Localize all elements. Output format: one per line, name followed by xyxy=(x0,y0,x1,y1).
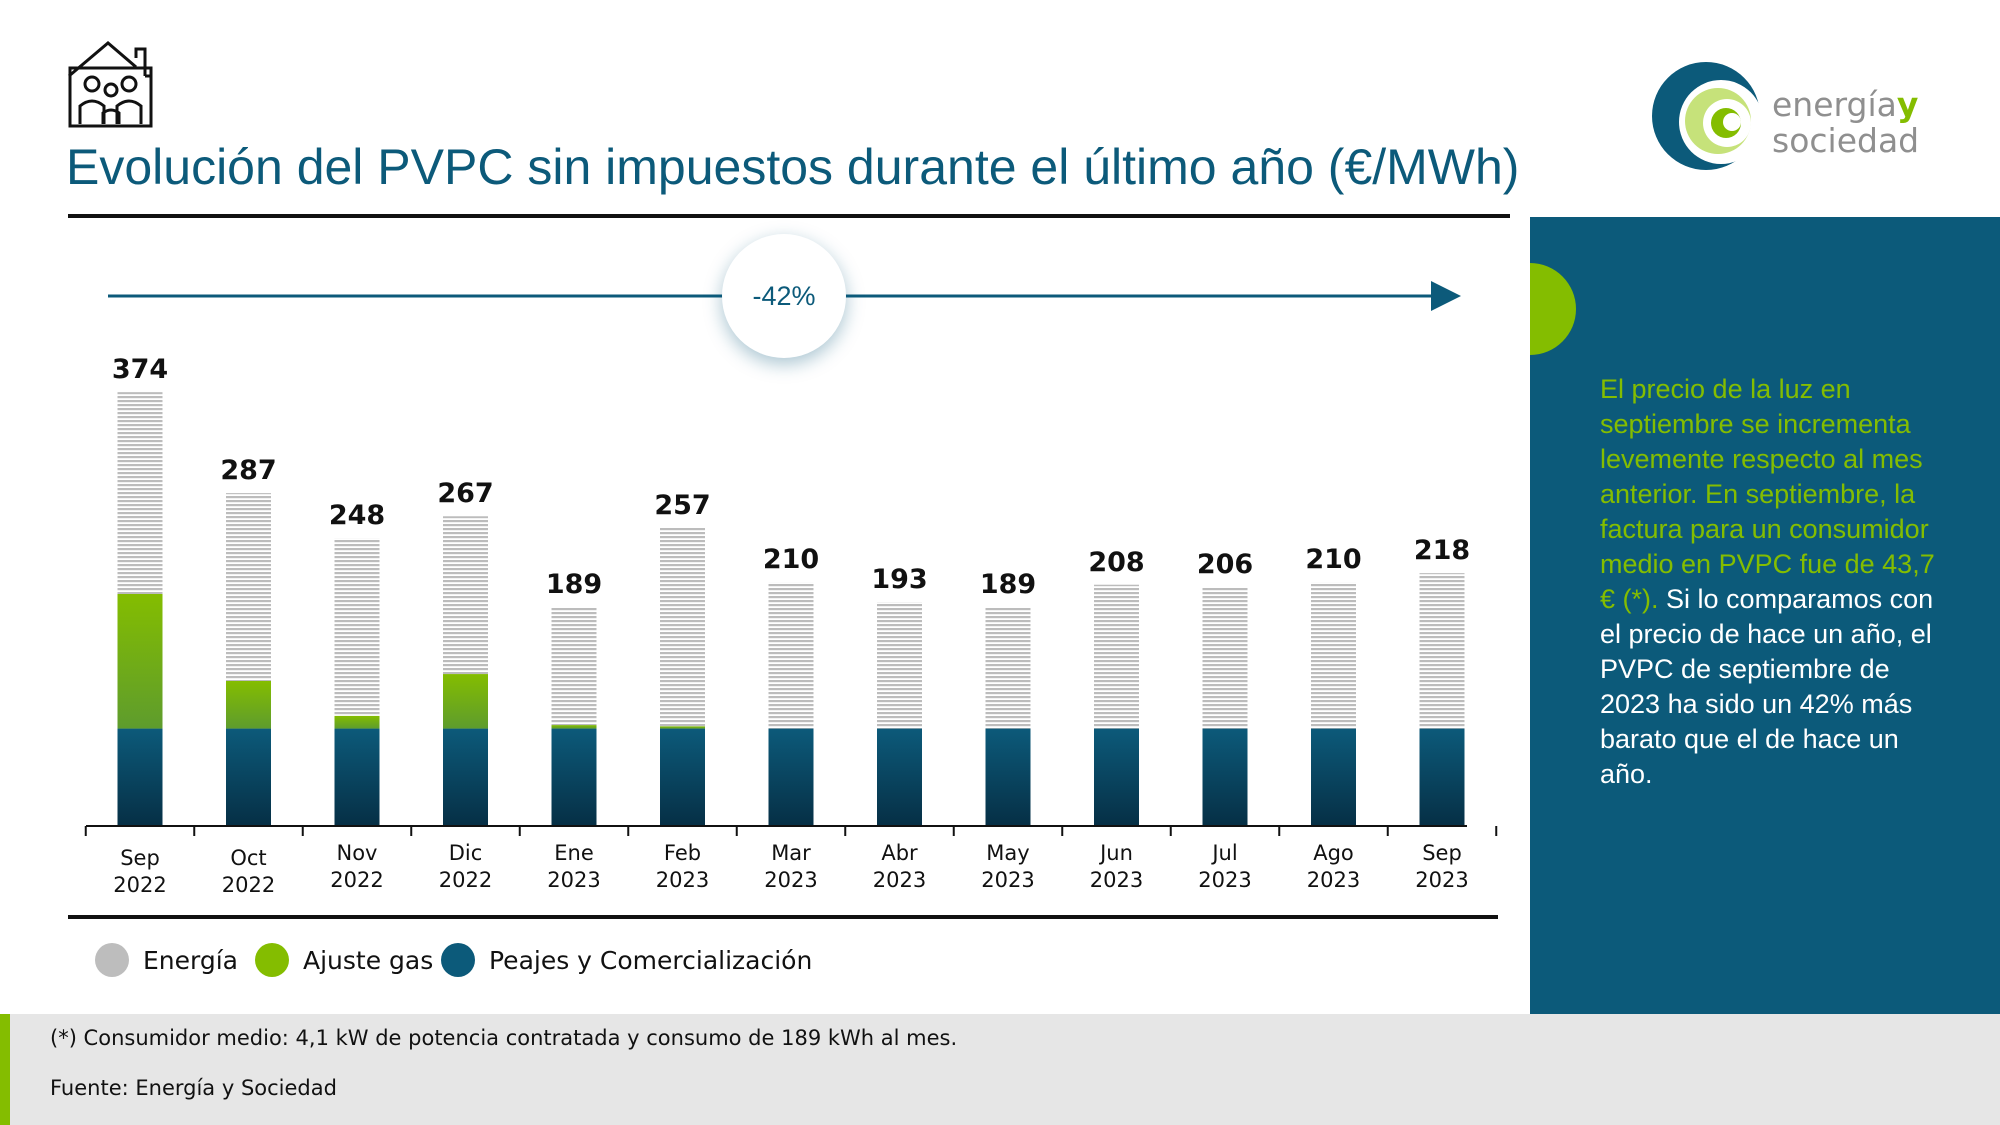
legend-item-energia: Energía xyxy=(95,940,238,980)
bar-peajes-y-comercializacion-mar-2023 xyxy=(768,728,814,826)
x-tick-label-sep-2023: Sep 2023 xyxy=(1415,841,1469,892)
x-tick-label-may-2023: May 2023 xyxy=(981,841,1035,892)
data-label-may-2023: 189 xyxy=(979,568,1037,600)
bar-peajes-y-comercializacion-feb-2023 xyxy=(660,728,705,826)
bar-ajuste-gas-ene-2023 xyxy=(551,725,597,729)
bar-ajuste-gas-feb-2023 xyxy=(660,726,705,729)
logo-wordmark-line2: sociedad xyxy=(1772,121,1920,160)
side-panel-highlight: El precio de la luz en septiembre se inc… xyxy=(1600,374,1935,614)
title-divider xyxy=(68,214,1510,218)
logo-wordmark-line1: energíay xyxy=(1772,86,1918,124)
bar-peajes-y-comercializacion-jun-2023 xyxy=(1094,728,1139,826)
data-label-sep-2023: 218 xyxy=(1413,535,1471,567)
legend-label-ajuste-gas: Ajuste gas xyxy=(303,945,434,975)
bar-energia-sep-2023 xyxy=(1419,573,1465,729)
x-tick-label-jun-2023: Jun 2023 xyxy=(1089,841,1144,892)
x-tick-label-oct-2022: Oct 2022 xyxy=(221,846,276,897)
data-label-feb-2023: 257 xyxy=(654,489,711,521)
x-tick-label-dic-2022: Dic 2022 xyxy=(438,841,493,892)
footer-source: Fuente: Energía y Sociedad xyxy=(50,1076,337,1100)
legend-swatch-ajuste-gas xyxy=(255,943,289,977)
data-label-dic-2022: 267 xyxy=(437,478,494,510)
bar-peajes-y-comercializacion-ene-2023 xyxy=(551,728,597,826)
logo-word-energia: energía xyxy=(1772,85,1897,124)
footer-note: (*) Consumidor medio: 4,1 kW de potencia… xyxy=(50,1026,958,1050)
energia-y-sociedad-logo xyxy=(1652,62,1763,170)
bar-peajes-y-comercializacion-oct-2022 xyxy=(226,728,271,826)
bar-ajuste-gas-nov-2022 xyxy=(334,715,380,729)
chart-title: Evolución del PVPC sin impuestos durante… xyxy=(66,139,1520,195)
side-panel-body: Si lo comparamos con el precio de hace u… xyxy=(1600,584,1934,789)
data-label-jun-2023: 208 xyxy=(1088,546,1145,578)
side-panel xyxy=(1530,217,2000,1014)
data-label-oct-2022: 287 xyxy=(220,455,277,487)
bar-peajes-y-comercializacion-jul-2023 xyxy=(1202,728,1248,826)
bar-peajes-y-comercializacion-nov-2022 xyxy=(334,728,380,826)
data-label-mar-2023: 210 xyxy=(762,544,820,576)
stacked-bar-chart xyxy=(84,281,1498,836)
chart-bottom-divider xyxy=(68,915,1498,919)
data-label-nov-2022: 248 xyxy=(328,500,386,532)
data-label-ago-2023: 210 xyxy=(1305,544,1362,576)
x-tick-label-ago-2023: Ago 2023 xyxy=(1306,841,1361,892)
house-family-icon xyxy=(68,41,153,128)
x-tick-label-mar-2023: Mar 2023 xyxy=(764,841,818,892)
bar-peajes-y-comercializacion-abr-2023 xyxy=(877,728,922,826)
x-tick-label-ene-2023: Ene 2023 xyxy=(547,841,601,892)
legend-swatch-energia xyxy=(95,943,129,977)
change-annotation: -42% xyxy=(722,234,846,358)
legend-label-peajes: Peajes y Comercialización xyxy=(489,945,813,975)
x-tick-label-nov-2022: Nov 2022 xyxy=(330,841,384,892)
data-label-ene-2023: 189 xyxy=(545,568,603,600)
data-label-jul-2023: 206 xyxy=(1196,549,1254,581)
legend-item-ajuste-gas: Ajuste gas xyxy=(255,940,433,980)
logo-word-y: y xyxy=(1896,85,1919,124)
bar-peajes-y-comercializacion-ago-2023 xyxy=(1311,728,1356,826)
bar-ajuste-gas-sep-2022 xyxy=(117,594,163,729)
bar-energia-feb-2023 xyxy=(660,527,705,727)
bar-energia-may-2023 xyxy=(985,606,1031,729)
footer xyxy=(0,1014,2000,1125)
x-tick-label-jul-2023: Jul 2023 xyxy=(1198,841,1252,892)
x-tick-label-abr-2023: Abr 2023 xyxy=(872,841,927,892)
bar-ajuste-gas-oct-2022 xyxy=(226,681,271,729)
bar-energia-sep-2022 xyxy=(117,392,163,594)
bar-peajes-y-comercializacion-dic-2022 xyxy=(443,728,488,826)
x-tick-label-sep-2022: Sep 2022 xyxy=(113,846,167,897)
data-label-abr-2023: 193 xyxy=(871,564,928,596)
bar-ajuste-gas-dic-2022 xyxy=(443,674,488,729)
bar-energia-nov-2022 xyxy=(334,538,380,716)
bar-energia-oct-2022 xyxy=(226,493,271,681)
bar-energia-jul-2023 xyxy=(1202,587,1248,729)
bar-energia-ene-2023 xyxy=(551,606,597,726)
legend-swatch-peajes xyxy=(441,943,475,977)
bar-energia-mar-2023 xyxy=(768,582,814,729)
bar-energia-dic-2022 xyxy=(443,516,488,675)
side-panel-text: El precio de la luz en septiembre se inc… xyxy=(1600,372,1945,792)
footer-accent xyxy=(0,1014,10,1125)
x-tick-label-feb-2023: Feb 2023 xyxy=(655,841,710,892)
bar-peajes-y-comercializacion-sep-2023 xyxy=(1419,728,1465,826)
legend-label-energia: Energía xyxy=(143,945,238,975)
bar-peajes-y-comercializacion-sep-2022 xyxy=(117,728,163,826)
legend-item-peajes: Peajes y Comercialización xyxy=(441,940,812,980)
data-label-sep-2022: 374 xyxy=(111,354,169,386)
bar-energia-abr-2023 xyxy=(877,602,922,729)
bar-energia-ago-2023 xyxy=(1311,582,1356,729)
bar-peajes-y-comercializacion-may-2023 xyxy=(985,728,1031,826)
bar-energia-jun-2023 xyxy=(1094,584,1139,729)
